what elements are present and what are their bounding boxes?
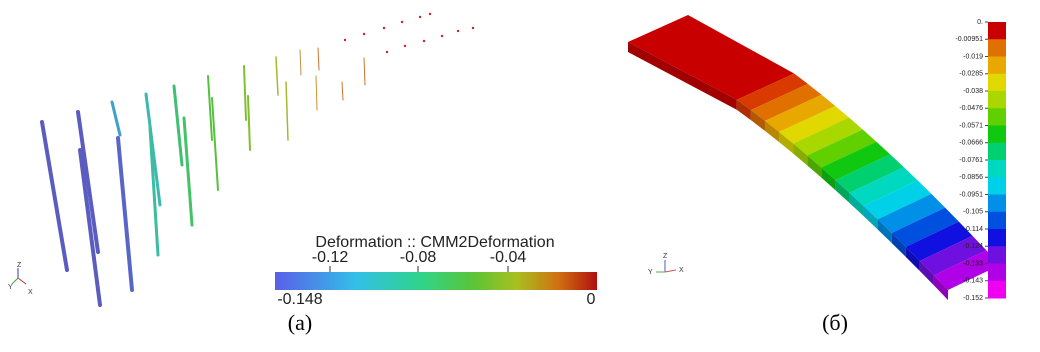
range-label: 0	[587, 291, 596, 308]
stick	[248, 96, 250, 150]
colorbar-cell	[988, 264, 1006, 282]
colorbar-cell	[988, 281, 1006, 299]
axis	[12, 278, 18, 284]
colorbar-label: -0.0285	[959, 71, 983, 78]
colorbar-label: -0.0476	[959, 105, 983, 112]
stick-tip	[419, 16, 421, 18]
colorbar-label: -0.143	[963, 278, 983, 285]
colorbar-label: -0.0761	[959, 157, 983, 164]
colorbar-tick-label: -0.12	[312, 249, 349, 266]
colorbar-cell	[988, 39, 1006, 57]
colorbar-a	[275, 272, 597, 290]
colorbar-label: -0.00951	[955, 36, 983, 43]
axis-label: Z	[17, 262, 22, 269]
colorbar-cell	[988, 74, 1006, 92]
stick	[244, 66, 246, 120]
stick	[112, 102, 120, 135]
stick	[286, 82, 288, 140]
colorbar-cell	[988, 91, 1006, 109]
page: Deformation :: CMM2Deformation -0.12 -0.…	[0, 0, 1040, 352]
stick	[208, 76, 212, 140]
stick-tip	[363, 33, 365, 35]
colorbar-label: -0.0571	[959, 122, 983, 129]
colorbar-label: -0.152	[963, 295, 983, 302]
axis-label: X	[679, 267, 684, 274]
axis-triad-a: Z Y X	[8, 262, 33, 296]
axis	[18, 278, 26, 284]
colorbar-ticks	[330, 266, 508, 272]
stick-tip	[344, 39, 346, 41]
colorbar-label: -0.114	[964, 226, 983, 233]
colorbar-label: -0.0856	[959, 174, 983, 181]
stick-tip	[472, 27, 474, 29]
colorbar-b: 0. -0.00951 -0.019 -0.0285 -0.038 -0.0476 -0.0…	[955, 19, 1006, 302]
stick	[364, 58, 365, 85]
stick	[78, 112, 98, 252]
axis-label: Y	[648, 269, 653, 276]
caption: (б)	[822, 310, 848, 335]
stick-tip	[383, 27, 385, 29]
axis	[665, 270, 676, 272]
colorbar-label: -0.133	[963, 260, 983, 267]
colorbar-label: -0.0951	[959, 191, 983, 198]
colorbar-label: -0.038	[963, 88, 983, 95]
colorbar-cell	[988, 126, 1006, 144]
colorbar-label: -0.105	[963, 209, 983, 216]
stick-tip	[401, 21, 403, 23]
colorbar-cell	[988, 57, 1006, 75]
axis-label: Y	[8, 284, 13, 291]
stick	[80, 150, 100, 305]
colorbar-label: -0.0666	[959, 140, 983, 147]
stick	[276, 57, 278, 95]
stick-tip	[423, 40, 425, 42]
colorbar-cell	[988, 22, 1006, 40]
colorbar-cell	[988, 108, 1006, 126]
colorbar-tick-label: -0.08	[400, 249, 437, 266]
stick	[174, 86, 182, 165]
stick-tip	[441, 35, 443, 37]
stick	[212, 98, 218, 190]
stick	[316, 76, 317, 110]
colorbar-cell	[988, 195, 1006, 213]
stick	[42, 122, 67, 270]
stick	[342, 82, 343, 100]
stick	[300, 50, 301, 75]
beam-model	[628, 15, 1000, 300]
colorbar-cell	[988, 212, 1006, 230]
stick-tip	[429, 13, 431, 15]
stick-tip	[386, 51, 388, 53]
colorbar-label: 0.	[977, 19, 983, 26]
caption: (a)	[288, 310, 312, 335]
stick	[318, 48, 319, 70]
stick	[184, 118, 192, 225]
colorbar-label: -0.124	[963, 243, 983, 250]
stick-tip	[404, 45, 406, 47]
colorbar-cell	[988, 143, 1006, 161]
figure: Deformation :: CMM2Deformation -0.12 -0.…	[0, 0, 1040, 347]
colorbar-cell	[988, 177, 1006, 195]
axis-label: Z	[663, 253, 668, 260]
colorbar-tick-label: -0.04	[490, 249, 527, 266]
range-label: -0.148	[277, 291, 322, 308]
axis-triad-b: Z Y X	[648, 253, 684, 276]
colorbar-cell	[988, 229, 1006, 247]
colorbar-cell	[988, 246, 1006, 264]
colorbar-label: -0.019	[963, 53, 983, 60]
colorbar-cell	[988, 160, 1006, 178]
stick	[118, 138, 132, 290]
stick-tip	[457, 30, 459, 32]
axis-label: X	[28, 289, 33, 296]
